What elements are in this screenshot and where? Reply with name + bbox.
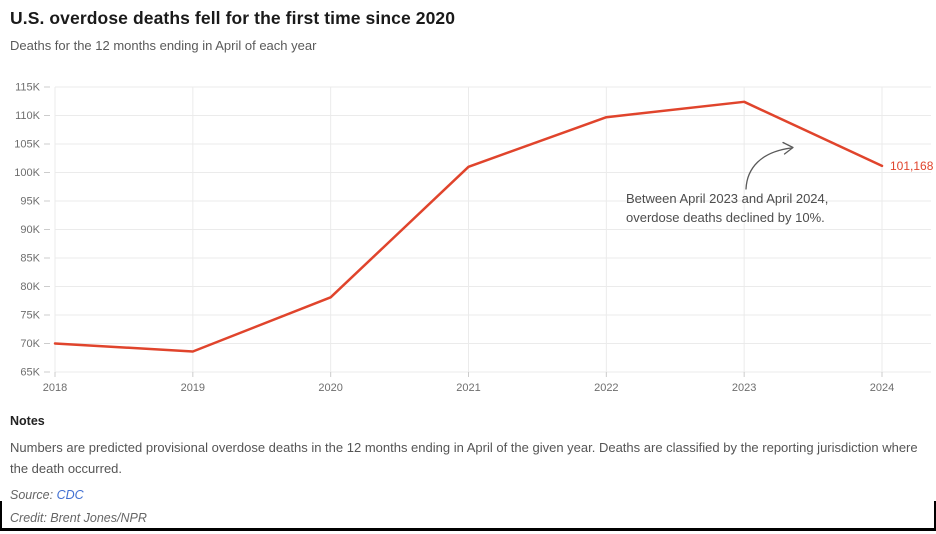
notes-heading: Notes bbox=[10, 414, 45, 428]
svg-text:90K: 90K bbox=[20, 224, 40, 236]
svg-text:2019: 2019 bbox=[181, 382, 205, 394]
svg-text:110K: 110K bbox=[15, 110, 41, 122]
svg-text:100K: 100K bbox=[14, 167, 40, 179]
svg-text:85K: 85K bbox=[20, 253, 40, 265]
page-title: U.S. overdose deaths fell for the first … bbox=[10, 8, 456, 28]
chart-subtitle: Deaths for the 12 months ending in April… bbox=[10, 38, 317, 53]
end-value-label: 101,168 bbox=[890, 159, 934, 173]
svg-text:2024: 2024 bbox=[870, 382, 894, 394]
bottom-right-edge bbox=[934, 501, 936, 531]
chart-annotation: Between April 2023 and April 2024, overd… bbox=[626, 191, 829, 225]
svg-text:70K: 70K bbox=[20, 338, 40, 350]
svg-text:2021: 2021 bbox=[456, 382, 480, 394]
svg-text:115K: 115K bbox=[15, 82, 41, 94]
chart-plot: 65K 70K 75K 80K 85K 90K 95K 100K 105K 110K 115K 201… bbox=[14, 82, 934, 395]
svg-text:65K: 65K bbox=[20, 367, 40, 379]
svg-text:105K: 105K bbox=[14, 139, 40, 151]
source-label: Source: bbox=[10, 488, 57, 502]
annotation-arrow bbox=[745, 141, 794, 190]
source-link-cdc[interactable]: CDC bbox=[56, 488, 84, 502]
svg-text:2020: 2020 bbox=[318, 382, 342, 394]
svg-text:75K: 75K bbox=[20, 310, 40, 322]
bottom-border bbox=[0, 528, 936, 531]
notes-body: Numbers are predicted provisional overdo… bbox=[10, 440, 918, 476]
svg-text:2023: 2023 bbox=[732, 382, 756, 394]
svg-text:2018: 2018 bbox=[43, 382, 67, 394]
svg-text:95K: 95K bbox=[20, 196, 40, 208]
credit-line: Credit: Brent Jones/NPR bbox=[10, 511, 147, 525]
svg-text:2022: 2022 bbox=[594, 382, 618, 394]
data-line bbox=[53, 100, 884, 353]
svg-text:80K: 80K bbox=[20, 281, 40, 293]
bottom-left-edge bbox=[0, 501, 2, 531]
source-line: Source: CDC bbox=[10, 488, 84, 502]
